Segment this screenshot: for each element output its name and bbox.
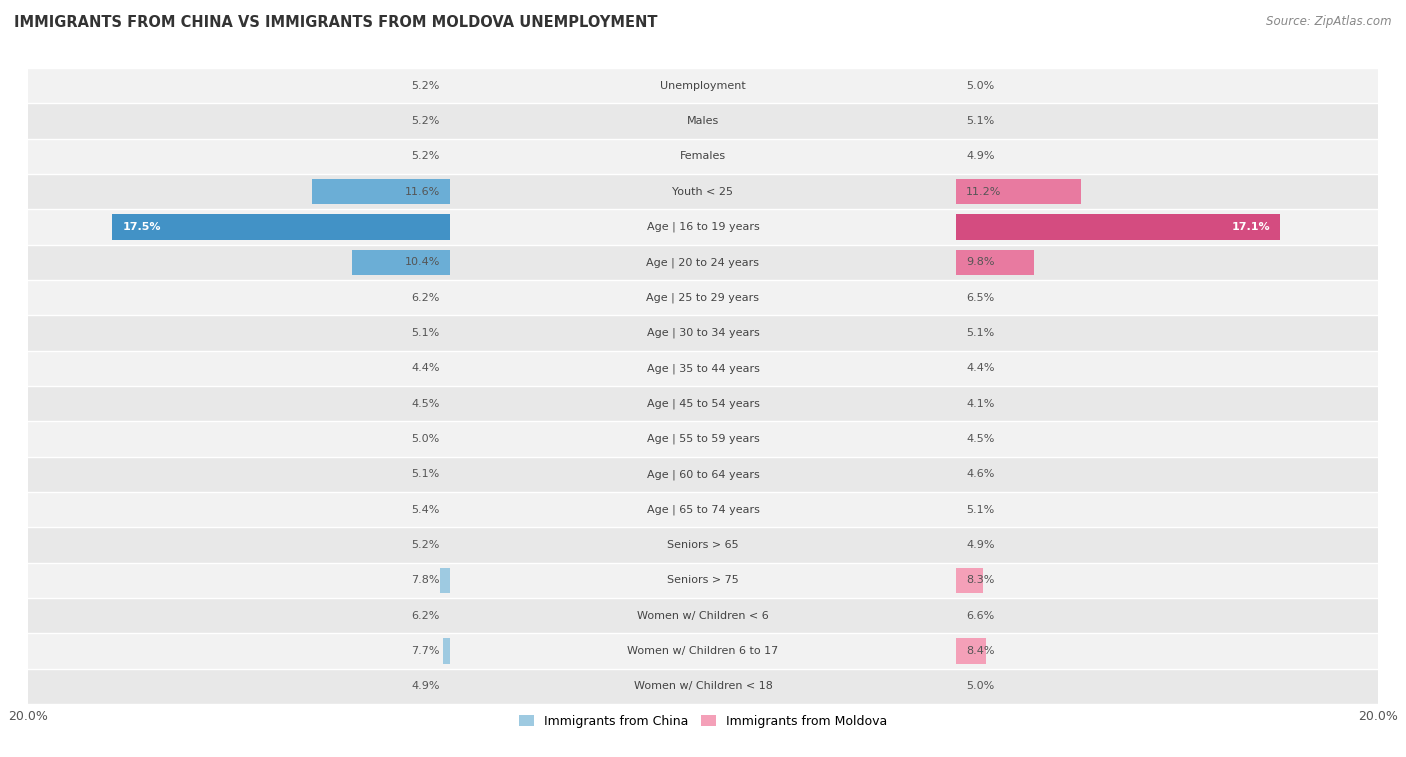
Bar: [956, 250, 1033, 275]
Bar: [440, 568, 450, 593]
Bar: [28, 210, 1378, 245]
Text: Age | 25 to 29 years: Age | 25 to 29 years: [647, 292, 759, 303]
Text: 4.4%: 4.4%: [412, 363, 440, 373]
Text: Males: Males: [688, 116, 718, 126]
Text: 6.5%: 6.5%: [966, 293, 994, 303]
Text: 5.1%: 5.1%: [966, 116, 994, 126]
Text: 5.1%: 5.1%: [412, 469, 440, 479]
Text: 6.2%: 6.2%: [412, 611, 440, 621]
Text: Seniors > 65: Seniors > 65: [668, 540, 738, 550]
Text: 17.5%: 17.5%: [122, 222, 162, 232]
Text: 4.5%: 4.5%: [412, 399, 440, 409]
Bar: [112, 214, 450, 240]
Bar: [28, 668, 1378, 704]
Bar: [28, 492, 1378, 528]
Text: Age | 60 to 64 years: Age | 60 to 64 years: [647, 469, 759, 480]
Text: Source: ZipAtlas.com: Source: ZipAtlas.com: [1267, 15, 1392, 28]
Bar: [28, 634, 1378, 668]
Text: 4.9%: 4.9%: [966, 540, 994, 550]
Bar: [28, 68, 1378, 104]
Bar: [28, 104, 1378, 139]
Bar: [28, 174, 1378, 210]
Text: 5.1%: 5.1%: [966, 505, 994, 515]
Text: Age | 20 to 24 years: Age | 20 to 24 years: [647, 257, 759, 268]
Text: Unemployment: Unemployment: [661, 81, 745, 91]
Text: 5.1%: 5.1%: [966, 328, 994, 338]
Text: 5.2%: 5.2%: [412, 151, 440, 161]
Bar: [28, 562, 1378, 598]
Legend: Immigrants from China, Immigrants from Moldova: Immigrants from China, Immigrants from M…: [515, 710, 891, 733]
Bar: [28, 139, 1378, 174]
Text: 6.2%: 6.2%: [412, 293, 440, 303]
Bar: [28, 245, 1378, 280]
Text: 10.4%: 10.4%: [405, 257, 440, 267]
Text: Age | 45 to 54 years: Age | 45 to 54 years: [647, 398, 759, 409]
Text: Seniors > 75: Seniors > 75: [666, 575, 740, 585]
Text: Age | 30 to 34 years: Age | 30 to 34 years: [647, 328, 759, 338]
Text: 4.9%: 4.9%: [412, 681, 440, 691]
Text: 8.4%: 8.4%: [966, 646, 994, 656]
Text: Age | 16 to 19 years: Age | 16 to 19 years: [647, 222, 759, 232]
Text: Women w/ Children < 6: Women w/ Children < 6: [637, 611, 769, 621]
Text: 5.0%: 5.0%: [966, 681, 994, 691]
Text: 5.2%: 5.2%: [412, 116, 440, 126]
Text: 4.1%: 4.1%: [966, 399, 994, 409]
Text: 5.0%: 5.0%: [412, 434, 440, 444]
Bar: [956, 638, 987, 664]
Text: Women w/ Children < 18: Women w/ Children < 18: [634, 681, 772, 691]
Bar: [28, 386, 1378, 422]
Bar: [28, 422, 1378, 456]
Text: Age | 55 to 59 years: Age | 55 to 59 years: [647, 434, 759, 444]
Text: 7.7%: 7.7%: [412, 646, 440, 656]
Text: 5.0%: 5.0%: [966, 81, 994, 91]
Text: 6.6%: 6.6%: [966, 611, 994, 621]
Text: 4.6%: 4.6%: [966, 469, 994, 479]
Text: Age | 65 to 74 years: Age | 65 to 74 years: [647, 504, 759, 515]
Bar: [443, 638, 450, 664]
Text: 5.4%: 5.4%: [412, 505, 440, 515]
Bar: [312, 179, 450, 204]
Text: 17.1%: 17.1%: [1232, 222, 1270, 232]
Text: 11.2%: 11.2%: [966, 187, 1001, 197]
Bar: [28, 280, 1378, 316]
Bar: [28, 598, 1378, 634]
Text: 5.2%: 5.2%: [412, 81, 440, 91]
Text: Women w/ Children 6 to 17: Women w/ Children 6 to 17: [627, 646, 779, 656]
Text: IMMIGRANTS FROM CHINA VS IMMIGRANTS FROM MOLDOVA UNEMPLOYMENT: IMMIGRANTS FROM CHINA VS IMMIGRANTS FROM…: [14, 15, 658, 30]
Bar: [28, 316, 1378, 350]
Text: 5.2%: 5.2%: [412, 540, 440, 550]
Bar: [28, 456, 1378, 492]
Text: Youth < 25: Youth < 25: [672, 187, 734, 197]
Text: 9.8%: 9.8%: [966, 257, 994, 267]
Bar: [956, 568, 983, 593]
Bar: [956, 179, 1081, 204]
Bar: [28, 528, 1378, 562]
Text: Age | 35 to 44 years: Age | 35 to 44 years: [647, 363, 759, 374]
Bar: [352, 250, 450, 275]
Text: 11.6%: 11.6%: [405, 187, 440, 197]
Text: 7.8%: 7.8%: [412, 575, 440, 585]
Text: 8.3%: 8.3%: [966, 575, 994, 585]
Bar: [956, 214, 1279, 240]
Text: 4.4%: 4.4%: [966, 363, 994, 373]
Bar: [28, 350, 1378, 386]
Text: 4.9%: 4.9%: [966, 151, 994, 161]
Text: Females: Females: [681, 151, 725, 161]
Text: 4.5%: 4.5%: [966, 434, 994, 444]
Text: 5.1%: 5.1%: [412, 328, 440, 338]
